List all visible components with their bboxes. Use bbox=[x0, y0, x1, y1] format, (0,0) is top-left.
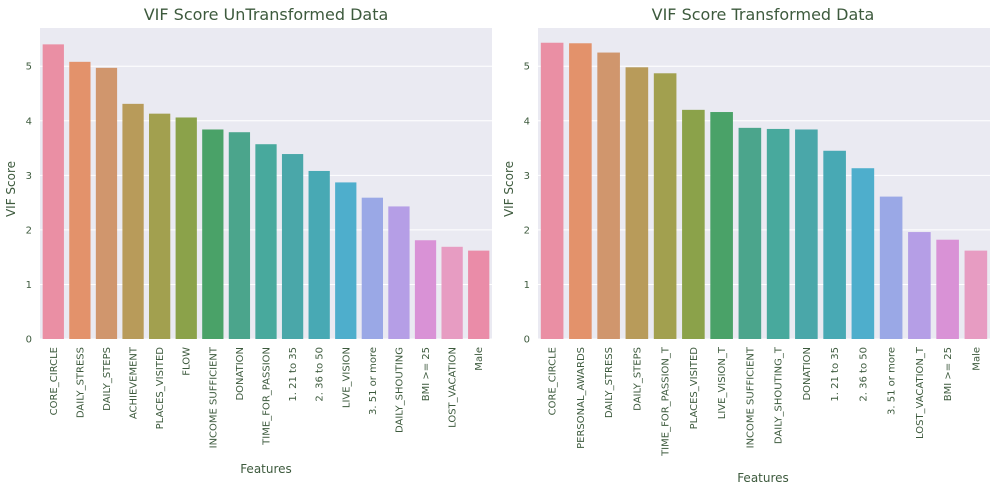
bar bbox=[964, 250, 988, 339]
x-tick-label: LIVE_VISION bbox=[341, 347, 352, 408]
x-tick-label: Male bbox=[474, 347, 485, 371]
y-tick-label: 5 bbox=[26, 62, 32, 73]
x-tick-label: ACHIEVEMENT bbox=[129, 346, 140, 419]
x-tick-label: DONATION bbox=[235, 347, 246, 401]
x-tick-label: INCOME SUFFICIENT bbox=[745, 346, 756, 448]
x-tick-label: 2. 36 to 50 bbox=[315, 347, 326, 402]
bar bbox=[851, 168, 875, 339]
x-tick-label: 3. 51 or more bbox=[368, 347, 379, 415]
y-tick-label: 1 bbox=[524, 280, 530, 291]
x-tick-label: PLACES_VISITED bbox=[689, 347, 700, 430]
x-tick-label: LOST_VACATION_T bbox=[915, 346, 926, 439]
chart-title: VIF Score UnTransformed Data bbox=[144, 5, 389, 24]
bar bbox=[335, 182, 357, 339]
x-tick-label: DAILY_STEPS bbox=[632, 347, 643, 411]
y-tick-label: 0 bbox=[524, 335, 530, 346]
y-axis-label: VIF Score bbox=[4, 161, 18, 217]
x-tick-label: DONATION bbox=[802, 347, 813, 401]
bar bbox=[308, 170, 330, 339]
bar bbox=[281, 154, 304, 339]
x-tick-label: Male bbox=[971, 347, 982, 371]
y-tick-label: 0 bbox=[26, 335, 32, 346]
bar bbox=[597, 52, 620, 339]
bar bbox=[42, 44, 64, 340]
bar bbox=[540, 42, 564, 340]
y-tick-label: 2 bbox=[524, 225, 530, 236]
y-tick-label: 4 bbox=[524, 116, 530, 127]
chart-untransformed: VIF Score UnTransformed Data VIF Score F… bbox=[4, 5, 492, 476]
x-tick-label: CORE_CIRCLE bbox=[49, 347, 60, 415]
x-tick-label: 2. 36 to 50 bbox=[858, 347, 869, 402]
x-tick-label: LOST_VACATION bbox=[448, 347, 459, 428]
x-tick-label: PERSONAL_AWARDS bbox=[576, 347, 587, 449]
x-tick-label: TIME_FOR_PASSION_T bbox=[661, 346, 672, 457]
x-tick-label: TIME_FOR_PASSION bbox=[262, 347, 273, 446]
x-axis-label: Features bbox=[737, 471, 789, 485]
y-tick-label: 1 bbox=[26, 280, 32, 291]
bar bbox=[682, 109, 705, 339]
x-tick-label: 3. 51 or more bbox=[887, 347, 898, 415]
chart-title: VIF Score Transformed Data bbox=[652, 5, 875, 24]
bar bbox=[468, 250, 490, 339]
x-tick-label: DAILY_SHOUTING_T bbox=[774, 346, 785, 444]
bar bbox=[441, 246, 463, 339]
bar bbox=[738, 127, 762, 339]
y-tick-label: 3 bbox=[524, 171, 530, 182]
bar bbox=[795, 129, 818, 339]
y-tick-label: 2 bbox=[26, 225, 32, 236]
bar bbox=[569, 43, 592, 339]
bar bbox=[653, 73, 677, 340]
bar bbox=[625, 67, 649, 339]
bar bbox=[175, 117, 197, 339]
bar bbox=[69, 61, 91, 340]
bar bbox=[228, 132, 251, 339]
x-tick-label: DAILY_SHOUTING bbox=[394, 347, 405, 433]
x-axis-label: Features bbox=[240, 462, 292, 476]
bar bbox=[908, 232, 931, 339]
bar bbox=[388, 206, 410, 339]
bar bbox=[710, 112, 733, 339]
bar bbox=[255, 144, 277, 339]
x-tick-label: PLACES_VISITED bbox=[155, 347, 166, 430]
x-tick-label: BMI >= 25 bbox=[421, 347, 432, 401]
x-tick-label: DAILY_STEPS bbox=[102, 347, 113, 411]
x-tick-label: DAILY_STRESS bbox=[75, 347, 86, 418]
y-axis-label: VIF Score bbox=[502, 161, 516, 217]
x-tick-label: LIVE_VISION_T bbox=[717, 346, 728, 419]
y-tick-label: 4 bbox=[26, 116, 32, 127]
bar bbox=[879, 196, 903, 339]
bar bbox=[361, 197, 383, 339]
bar bbox=[149, 113, 171, 339]
bar bbox=[936, 239, 959, 339]
bar bbox=[823, 150, 846, 339]
bar bbox=[202, 129, 224, 339]
bar bbox=[766, 128, 790, 339]
x-tick-label: CORE_CIRCLE bbox=[548, 347, 559, 415]
x-tick-label: INCOME SUFFICIENT bbox=[208, 346, 219, 448]
bar bbox=[95, 67, 118, 339]
x-tick-label: BMI >= 25 bbox=[943, 347, 954, 401]
x-tick-label: DAILY_STRESS bbox=[604, 347, 615, 418]
bar bbox=[414, 240, 437, 339]
chart-transformed: VIF Score Transformed Data VIF Score Fea… bbox=[502, 5, 990, 485]
y-tick-label: 5 bbox=[524, 62, 530, 73]
bar bbox=[122, 103, 144, 339]
x-tick-label: 1. 21 to 35 bbox=[830, 347, 841, 402]
x-tick-label: FLOW bbox=[182, 347, 193, 376]
x-tick-label: 1. 21 to 35 bbox=[288, 347, 299, 402]
y-tick-label: 3 bbox=[26, 171, 32, 182]
